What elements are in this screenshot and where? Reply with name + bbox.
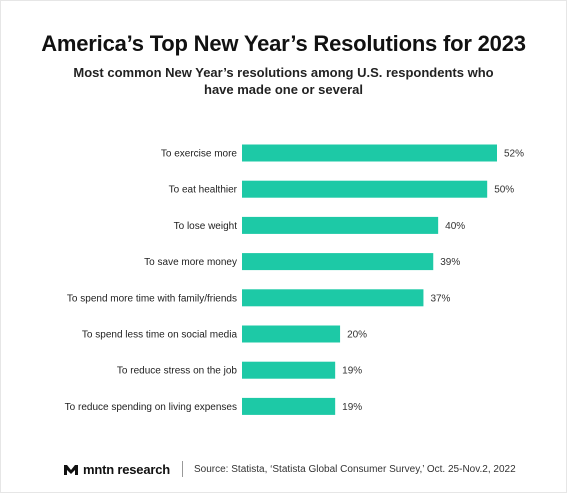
chart-title: America’s Top New Year’s Resolutions for… bbox=[41, 31, 526, 56]
category-label: To spend less time on social media bbox=[82, 330, 238, 341]
value-label: 19% bbox=[342, 402, 362, 413]
chart-subtitle: Most common New Year’s resolutions among… bbox=[73, 65, 494, 97]
footer: mntn research Source: Statista, ‘Statist… bbox=[64, 459, 516, 479]
value-label: 40% bbox=[445, 221, 465, 232]
brand-name: mntn research bbox=[83, 461, 170, 477]
category-label: To eat healthier bbox=[169, 185, 238, 196]
bar bbox=[242, 180, 488, 198]
bar bbox=[242, 325, 341, 343]
bar bbox=[242, 289, 424, 307]
value-label: 19% bbox=[342, 366, 362, 377]
category-label: To reduce stress on the job bbox=[117, 366, 238, 377]
source-text: Source: Statista, ‘Statista Global Consu… bbox=[194, 463, 516, 475]
value-label: 20% bbox=[347, 330, 367, 341]
category-label: To spend more time with family/friends bbox=[67, 293, 237, 304]
value-label: 50% bbox=[494, 185, 514, 196]
footer-divider bbox=[182, 461, 183, 477]
category-label: To lose weight bbox=[174, 221, 238, 232]
category-label: To reduce spending on living expenses bbox=[65, 402, 237, 413]
mntn-logo-icon bbox=[64, 464, 78, 475]
bar bbox=[242, 397, 336, 415]
bar bbox=[242, 361, 336, 379]
category-label: To exercise more bbox=[161, 149, 238, 160]
value-label: 52% bbox=[504, 149, 524, 160]
category-label: To save more money bbox=[144, 257, 237, 268]
value-label: 39% bbox=[440, 257, 460, 268]
bar bbox=[242, 144, 497, 162]
bar bbox=[242, 253, 434, 271]
bar bbox=[242, 216, 439, 234]
value-label: 37% bbox=[430, 293, 450, 304]
brand: mntn research bbox=[64, 462, 170, 477]
